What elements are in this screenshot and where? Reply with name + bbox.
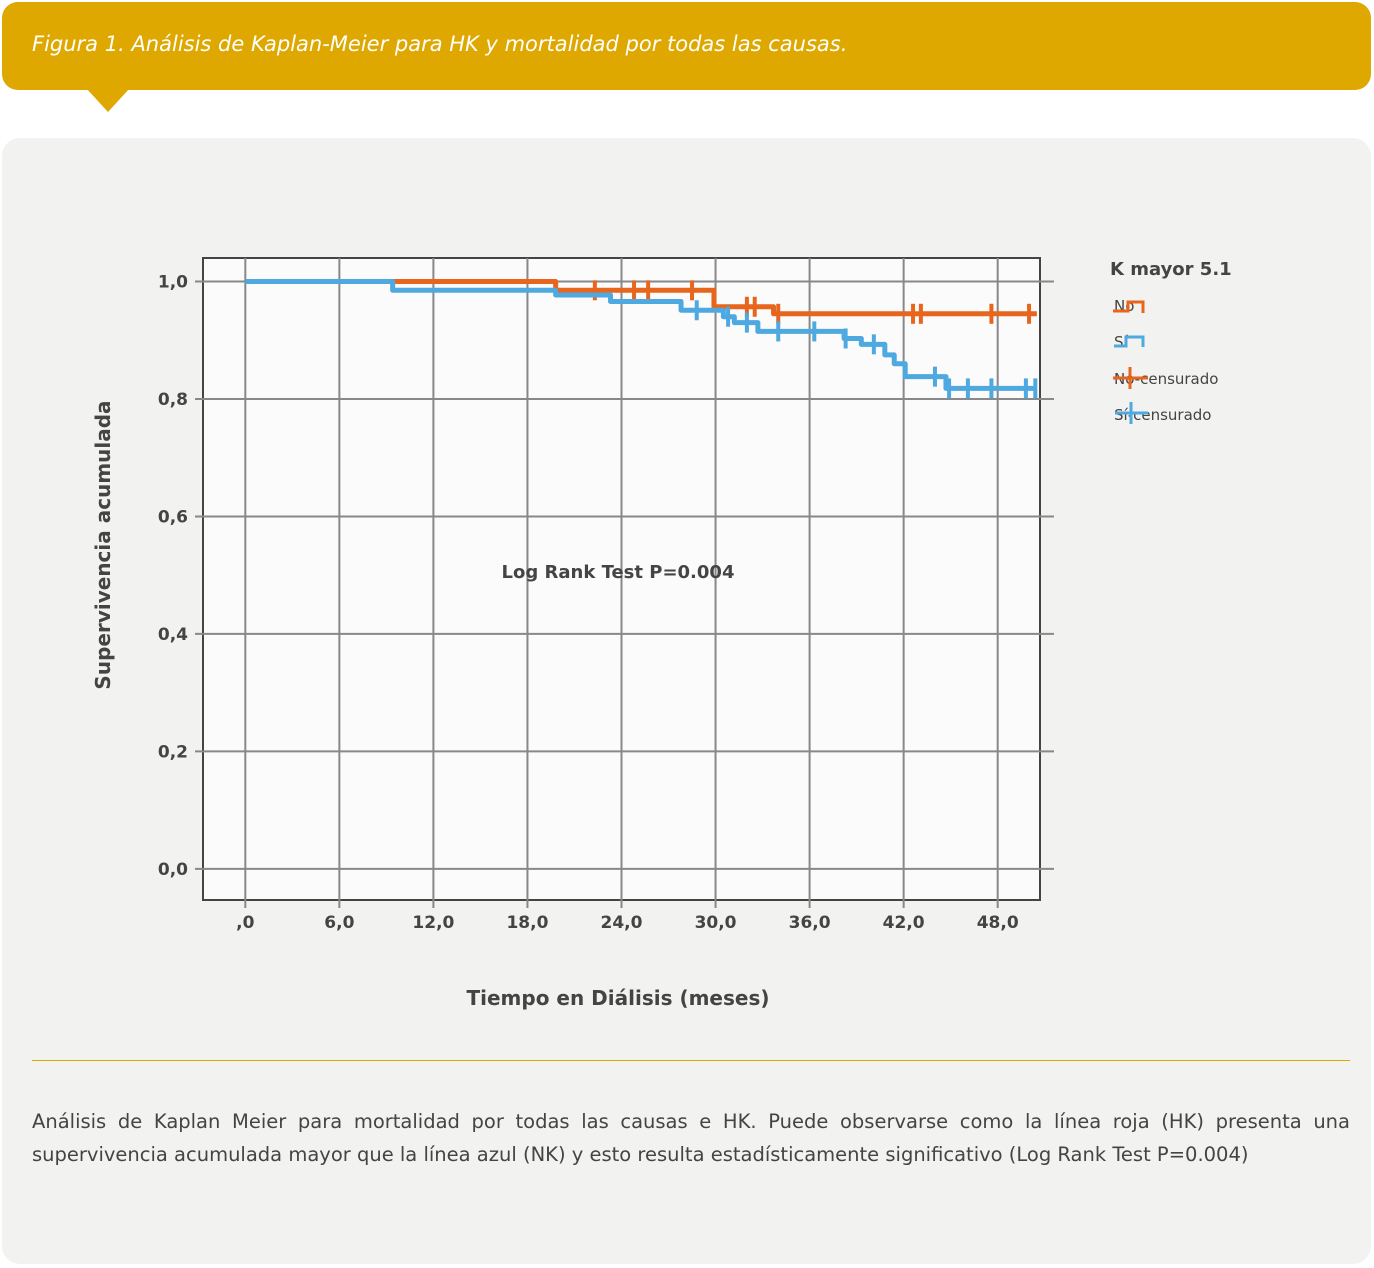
- x-tick-label: 42,0: [883, 913, 925, 933]
- divider: [32, 1060, 1350, 1061]
- y-tick-label: 0,4: [158, 625, 188, 645]
- y-tick-label: 0,2: [158, 742, 188, 762]
- legend-label-si-censurado: Sí-censurado: [1114, 406, 1211, 424]
- figure-title: Figura 1. Análisis de Kaplan-Meier para …: [32, 32, 848, 56]
- legend-swatch-no: [1113, 300, 1145, 313]
- x-axis-label: Tiempo en Diálisis (meses): [466, 986, 769, 1010]
- km-curve-no: [245, 278, 1037, 317]
- km-curve-si: [245, 278, 1037, 391]
- y-tick-label: 1,0: [158, 272, 188, 292]
- y-tick-label: 0,8: [158, 390, 188, 410]
- y-tick-label: 0,6: [158, 507, 188, 527]
- x-tick-label: 18,0: [506, 913, 548, 933]
- x-tick-label: ,0: [236, 913, 254, 933]
- legend-title: K mayor 5.1: [1110, 259, 1232, 280]
- legend: K mayor 5.1 No Sí No-censurado Sí-censur…: [1110, 259, 1232, 424]
- legend-swatch-si: [1114, 335, 1145, 348]
- log-rank-annotation: Log Rank Test P=0.004: [502, 562, 735, 583]
- legend-label-no-censurado: No-censurado: [1114, 370, 1218, 388]
- x-tick-label: 6,0: [324, 913, 354, 933]
- figure-banner: Figura 1. Análisis de Kaplan-Meier para …: [2, 2, 1371, 90]
- x-tick-label: 48,0: [977, 913, 1019, 933]
- banner-pointer: [86, 88, 130, 112]
- legend-swatch-si-censored: [1115, 402, 1148, 424]
- y-axis-label: Supervivencia acumulada: [91, 400, 115, 689]
- y-tick-label: 0,0: [158, 860, 188, 880]
- x-tick-label: 12,0: [412, 913, 454, 933]
- legend-swatch-no-censored: [1113, 367, 1148, 389]
- x-tick-label: 36,0: [789, 913, 831, 933]
- x-tick-label: 30,0: [695, 913, 737, 933]
- x-tick-label: 24,0: [601, 913, 643, 933]
- figure-caption: Análisis de Kaplan Meier para mortalidad…: [32, 1110, 1350, 1166]
